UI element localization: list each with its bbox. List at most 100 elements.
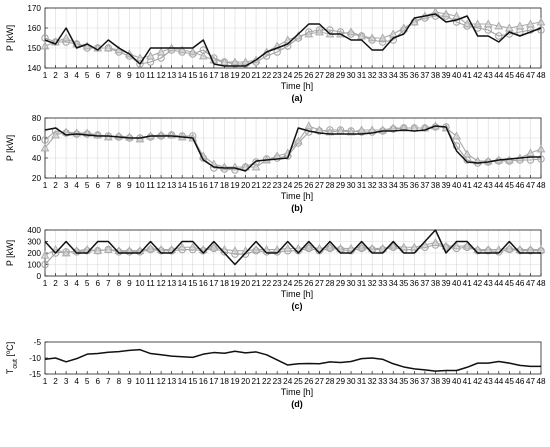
triangle-marker — [315, 27, 324, 36]
x-tick-label: 42 — [473, 377, 483, 386]
x-tick-label: 30 — [346, 181, 356, 190]
x-tick-label: 38 — [431, 279, 441, 288]
x-tick-label: 13 — [167, 279, 177, 288]
x-tick-label: 45 — [505, 181, 515, 190]
y-tick-label: 60 — [32, 134, 42, 143]
x-tick-label: 18 — [220, 71, 230, 80]
x-tick-label: 28 — [325, 377, 335, 386]
x-tick-label: 24 — [283, 377, 293, 386]
x-tick-label: 26 — [304, 181, 314, 190]
y-tick-label: -10 — [29, 354, 41, 363]
x-tick-label: 43 — [484, 181, 494, 190]
x-tick-label: 25 — [294, 377, 304, 386]
x-tick-label: 44 — [494, 377, 504, 386]
x-tick-label: 1 — [43, 279, 48, 288]
x-tick-label: 17 — [209, 377, 219, 386]
x-tick-label: 41 — [463, 279, 473, 288]
x-tick-label: 9 — [127, 71, 132, 80]
x-tick-label: 3 — [64, 71, 69, 80]
x-tick-label: 11 — [146, 279, 155, 288]
x-tick-label: 24 — [283, 71, 293, 80]
x-tick-label: 4 — [74, 181, 79, 190]
x-tick-label: 7 — [106, 377, 111, 386]
x-tick-label: 40 — [452, 377, 462, 386]
x-tick-label: 23 — [273, 181, 283, 190]
x-tick-label: 27 — [315, 377, 325, 386]
triangle-marker — [504, 243, 514, 252]
x-tick-label: 24 — [283, 181, 293, 190]
y-tick-label: 300 — [27, 238, 41, 247]
triangle-marker — [40, 143, 50, 152]
x-tick-label: 21 — [252, 181, 262, 190]
x-tick-label: 48 — [536, 377, 546, 386]
triangle-marker — [346, 27, 356, 36]
x-tick-label: 38 — [431, 377, 441, 386]
triangle-marker — [473, 19, 483, 28]
y-tick-label: 160 — [27, 24, 41, 33]
triangle-marker — [293, 136, 303, 145]
x-tick-label: 3 — [64, 377, 69, 386]
x-tick-label: 27 — [315, 279, 325, 288]
x-tick-label: 14 — [178, 181, 188, 190]
x-tick-label: 25 — [294, 71, 304, 80]
triangle-marker — [177, 242, 187, 251]
x-tick-label: 8 — [117, 377, 122, 386]
x-tick-label: 19 — [230, 279, 240, 288]
triangle-marker — [315, 243, 324, 252]
x-tick-label: 12 — [157, 279, 167, 288]
triangle-marker — [536, 144, 546, 153]
x-tick-label: 45 — [505, 71, 515, 80]
triangle-marker — [441, 9, 451, 18]
y-tick-label: 170 — [27, 4, 41, 13]
x-tick-label: 39 — [441, 71, 451, 80]
x-tick-label: 11 — [146, 181, 155, 190]
x-tick-label: 36 — [410, 279, 420, 288]
plot-frame — [44, 341, 542, 375]
x-tick-label: 3 — [64, 181, 69, 190]
x-tick-label: 20 — [241, 181, 251, 190]
x-tick-label: 40 — [452, 71, 462, 80]
x-tick-label: 19 — [230, 71, 240, 80]
triangle-marker — [304, 242, 314, 251]
x-tick-label: 1 — [43, 181, 48, 190]
x-tick-label: 41 — [463, 377, 473, 386]
x-tick-label: 19 — [230, 377, 240, 386]
panel-d: -15-10-51 2 3 4 5 6 7 8 9 10 11 12 13 14 15 16 17 18 19 20 2… — [5, 338, 546, 409]
series-line-solid-black — [44, 125, 541, 172]
x-tick-label: 8 — [117, 279, 122, 288]
triangle-marker — [198, 51, 208, 60]
x-tick-label: 2 — [53, 279, 58, 288]
x-tick-label: 12 — [157, 71, 167, 80]
x-tick-label: 6 — [95, 181, 100, 190]
x-tick-label: 11 — [146, 71, 155, 80]
triangle-marker — [188, 242, 198, 251]
x-tick-label: 4 — [74, 279, 79, 288]
triangle-marker — [515, 21, 525, 30]
x-tick-label: 26 — [304, 279, 314, 288]
x-tick-label: 44 — [494, 71, 504, 80]
triangle-marker — [494, 21, 504, 30]
triangle-marker — [220, 57, 229, 66]
triangle-marker — [188, 47, 198, 56]
triangle-marker — [367, 243, 377, 252]
panel-tag: (c) — [292, 301, 303, 311]
x-tick-label: 40 — [452, 279, 462, 288]
x-tick-label: 43 — [484, 71, 494, 80]
x-tick-label: 5 — [85, 279, 90, 288]
triangle-marker — [483, 19, 493, 28]
x-tick-label: 31 — [357, 279, 367, 288]
y-axis-label: Tout [oC] — [5, 342, 19, 375]
x-tick-label: 7 — [106, 71, 111, 80]
triangle-marker — [61, 33, 71, 42]
x-tick-label: 37 — [420, 181, 430, 190]
x-tick-label: 13 — [167, 181, 177, 190]
triangle-marker — [304, 121, 314, 130]
x-tick-label: 30 — [346, 377, 356, 386]
x-axis-label: Time [h] — [281, 289, 313, 299]
triangle-marker — [378, 243, 388, 252]
triangle-marker — [230, 246, 240, 255]
x-tick-label: 9 — [127, 279, 132, 288]
x-tick-label: 21 — [252, 279, 262, 288]
x-tick-label: 6 — [95, 71, 100, 80]
y-axis-label: P [kW] — [5, 25, 15, 51]
